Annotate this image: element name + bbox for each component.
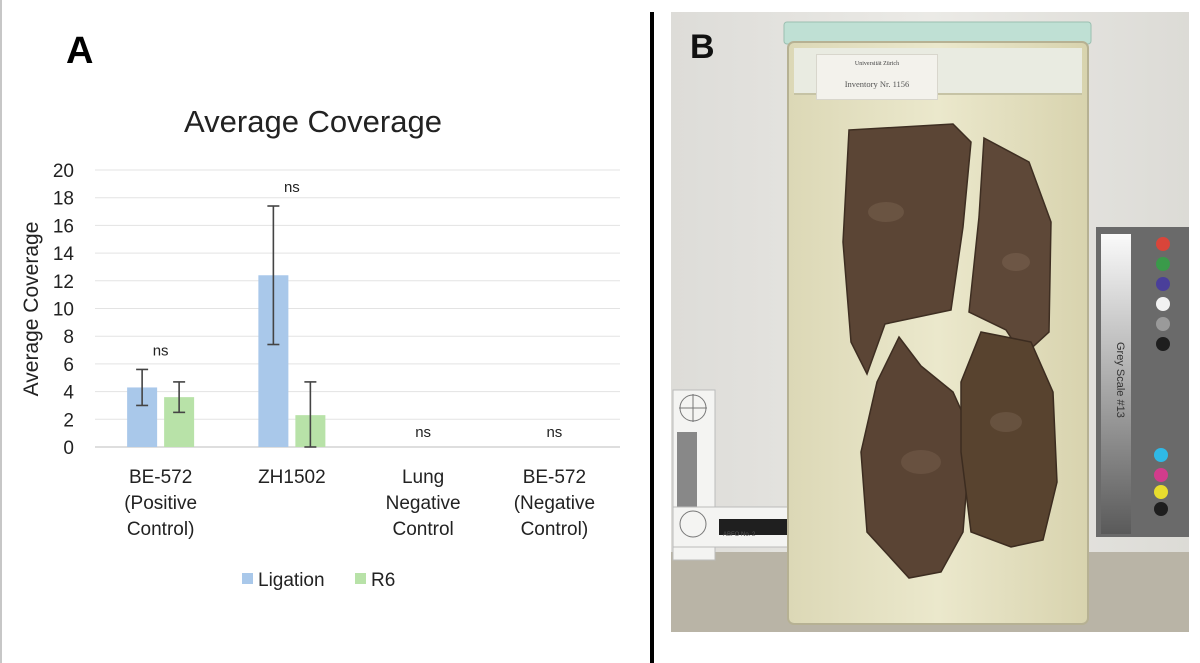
x-category-label: BE-572	[523, 467, 586, 488]
y-tick-label: 10	[53, 300, 74, 321]
y-tick-label: 18	[53, 189, 74, 210]
legend: Ligation R6	[242, 570, 395, 591]
significance-label: ns	[153, 342, 169, 359]
y-tick-label: 4	[63, 383, 74, 404]
grey-scale-label: Grey Scale #13	[1114, 342, 1126, 418]
x-category-label: Lung	[402, 467, 444, 488]
specimen-photo: Universität Zürich Inventory Nr. 1156 Gr…	[671, 12, 1189, 632]
significance-label: ns	[415, 424, 431, 441]
ruler-label: ABFO No. 2	[723, 532, 756, 538]
bar-chart: Average Coverage Average Coverage 0 2 4 6 8 1…	[20, 104, 620, 591]
x-category-labels: BE-572 (Positive Control) ZH1502 Lung Negativ…	[124, 467, 595, 540]
inventory-university: Universität Zürich	[854, 61, 900, 67]
lung-tissue-upper-left	[842, 123, 972, 376]
x-category-label: Control	[393, 519, 454, 540]
x-category-label: Negative	[386, 493, 461, 514]
legend-label-r6: R6	[371, 570, 395, 591]
x-category-label: (Positive	[124, 493, 197, 514]
specimen-jar-illustration	[671, 12, 1189, 632]
y-tick-labels: 0 2 4 6 8 10 12 14 16 18 20	[53, 161, 75, 459]
chart-title: Average Coverage	[184, 104, 442, 139]
panel-a-label: A	[66, 30, 94, 72]
x-category-label: Control)	[521, 519, 589, 540]
x-category-label: ZH1502	[258, 467, 326, 488]
legend-label-ligation: Ligation	[258, 570, 325, 591]
ruler-grey-steps	[677, 432, 697, 512]
significance-label: ns	[284, 179, 300, 196]
y-axis-label: Average Coverage	[20, 222, 43, 397]
grey-ramp	[1101, 234, 1131, 534]
significance-label: ns	[546, 424, 562, 441]
legend-swatch-r6	[355, 573, 366, 584]
panel-b-label: B	[690, 28, 715, 66]
panel-divider	[650, 12, 654, 663]
bars	[127, 275, 326, 447]
y-tick-label: 20	[53, 161, 74, 182]
legend-swatch-ligation	[242, 573, 253, 584]
y-tick-label: 6	[63, 355, 74, 376]
inventory-label: Universität Zürich Inventory Nr. 1156	[816, 54, 938, 100]
y-tick-label: 2	[63, 410, 74, 431]
inventory-number: Inventory Nr. 1156	[844, 79, 910, 89]
y-tick-label: 12	[53, 272, 74, 293]
y-tick-label: 16	[53, 216, 74, 237]
y-tick-label: 8	[63, 327, 74, 348]
x-category-label: (Negative	[514, 493, 595, 514]
color-swatches	[1154, 237, 1170, 516]
x-category-label: Control)	[127, 519, 195, 540]
significance-labels: ns ns ns ns	[153, 179, 563, 441]
error-bars	[136, 205, 317, 448]
lung-tissue-lower-right	[960, 331, 1058, 548]
jar-lid	[783, 21, 1092, 45]
y-tick-label: 14	[53, 244, 75, 265]
x-category-label: BE-572	[129, 467, 192, 488]
panel-frame-left	[0, 0, 2, 663]
y-tick-label: 0	[63, 438, 74, 459]
